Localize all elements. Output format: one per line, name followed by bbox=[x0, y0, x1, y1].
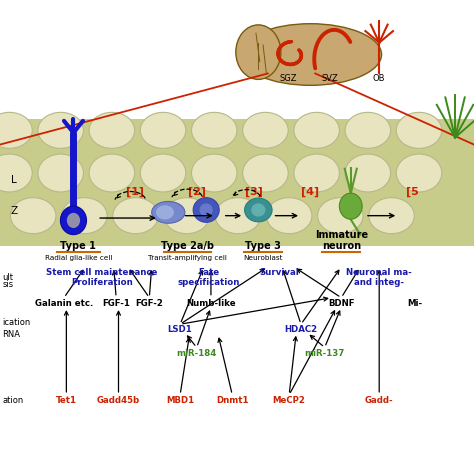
Ellipse shape bbox=[294, 112, 339, 148]
Text: sis: sis bbox=[2, 280, 13, 289]
Ellipse shape bbox=[243, 154, 288, 192]
Ellipse shape bbox=[0, 154, 32, 192]
Text: [1]: [1] bbox=[126, 187, 144, 197]
Text: FGF-2: FGF-2 bbox=[136, 299, 163, 308]
Text: [5: [5 bbox=[406, 187, 419, 197]
Ellipse shape bbox=[243, 112, 288, 148]
Ellipse shape bbox=[345, 112, 391, 148]
Ellipse shape bbox=[215, 198, 261, 234]
Text: MBD1: MBD1 bbox=[166, 396, 194, 405]
Text: Transit-amplifying cell: Transit-amplifying cell bbox=[148, 255, 227, 261]
Ellipse shape bbox=[89, 154, 135, 192]
Ellipse shape bbox=[62, 198, 107, 234]
Ellipse shape bbox=[369, 198, 414, 234]
Ellipse shape bbox=[239, 24, 382, 85]
Text: MeCP2: MeCP2 bbox=[273, 396, 306, 405]
Ellipse shape bbox=[191, 154, 237, 192]
FancyBboxPatch shape bbox=[0, 118, 474, 246]
Text: Type 1: Type 1 bbox=[60, 241, 96, 251]
Text: Type 2a/b: Type 2a/b bbox=[161, 241, 214, 251]
Ellipse shape bbox=[251, 203, 265, 217]
Ellipse shape bbox=[140, 112, 186, 148]
Text: ication: ication bbox=[2, 318, 31, 327]
Ellipse shape bbox=[396, 112, 442, 148]
Text: Radial glia-like cell: Radial glia-like cell bbox=[45, 255, 112, 261]
Text: Fate
specification: Fate specification bbox=[177, 268, 240, 287]
Ellipse shape bbox=[200, 203, 213, 217]
Ellipse shape bbox=[193, 198, 219, 222]
Text: Dnmt1: Dnmt1 bbox=[216, 396, 248, 405]
Text: Mi-: Mi- bbox=[407, 299, 422, 308]
Text: Neuroblast: Neuroblast bbox=[243, 255, 283, 261]
Text: Galanin etc.: Galanin etc. bbox=[35, 299, 93, 308]
Ellipse shape bbox=[164, 198, 210, 234]
Ellipse shape bbox=[113, 198, 158, 234]
Text: ult: ult bbox=[2, 273, 13, 282]
Text: SGZ: SGZ bbox=[280, 74, 297, 83]
Ellipse shape bbox=[61, 206, 86, 235]
Text: ation: ation bbox=[2, 396, 24, 405]
Text: Immature
neuron: Immature neuron bbox=[315, 229, 368, 251]
Text: OB: OB bbox=[373, 74, 385, 83]
Text: Gadd45b: Gadd45b bbox=[97, 396, 140, 405]
Text: Type 3: Type 3 bbox=[245, 241, 281, 251]
Ellipse shape bbox=[140, 154, 186, 192]
Ellipse shape bbox=[156, 205, 174, 219]
Ellipse shape bbox=[67, 213, 80, 228]
Text: Stem cell maintenance
Proliferation: Stem cell maintenance Proliferation bbox=[46, 268, 157, 287]
Ellipse shape bbox=[318, 198, 363, 234]
Text: Tet1: Tet1 bbox=[56, 396, 77, 405]
Ellipse shape bbox=[294, 154, 339, 192]
Ellipse shape bbox=[38, 112, 83, 148]
Text: Numb-like: Numb-like bbox=[186, 299, 236, 308]
Text: [2]: [2] bbox=[188, 187, 206, 197]
Ellipse shape bbox=[89, 112, 135, 148]
Text: [4]: [4] bbox=[301, 187, 319, 197]
Ellipse shape bbox=[339, 193, 362, 219]
Text: miR-137: miR-137 bbox=[304, 349, 345, 357]
Ellipse shape bbox=[345, 154, 391, 192]
Text: HDAC2: HDAC2 bbox=[284, 325, 318, 334]
Text: Z: Z bbox=[10, 206, 18, 216]
Text: BDNF: BDNF bbox=[328, 299, 355, 308]
Text: RNA: RNA bbox=[2, 330, 20, 338]
Ellipse shape bbox=[236, 25, 281, 79]
Ellipse shape bbox=[152, 201, 185, 223]
Ellipse shape bbox=[0, 112, 32, 148]
Ellipse shape bbox=[396, 154, 442, 192]
Ellipse shape bbox=[191, 112, 237, 148]
Text: miR-184: miR-184 bbox=[176, 349, 217, 357]
Text: LSD1: LSD1 bbox=[168, 325, 192, 334]
Text: L: L bbox=[11, 175, 17, 185]
Text: Gadd-: Gadd- bbox=[365, 396, 393, 405]
Text: Survival: Survival bbox=[260, 268, 300, 277]
Text: SVZ: SVZ bbox=[321, 74, 338, 83]
Ellipse shape bbox=[266, 198, 312, 234]
Ellipse shape bbox=[10, 198, 56, 234]
Text: Neuronal ma-
and integ-: Neuronal ma- and integ- bbox=[346, 268, 412, 287]
Text: [3]: [3] bbox=[245, 187, 263, 197]
Ellipse shape bbox=[38, 154, 83, 192]
Ellipse shape bbox=[245, 198, 272, 222]
Text: FGF-1: FGF-1 bbox=[102, 299, 130, 308]
